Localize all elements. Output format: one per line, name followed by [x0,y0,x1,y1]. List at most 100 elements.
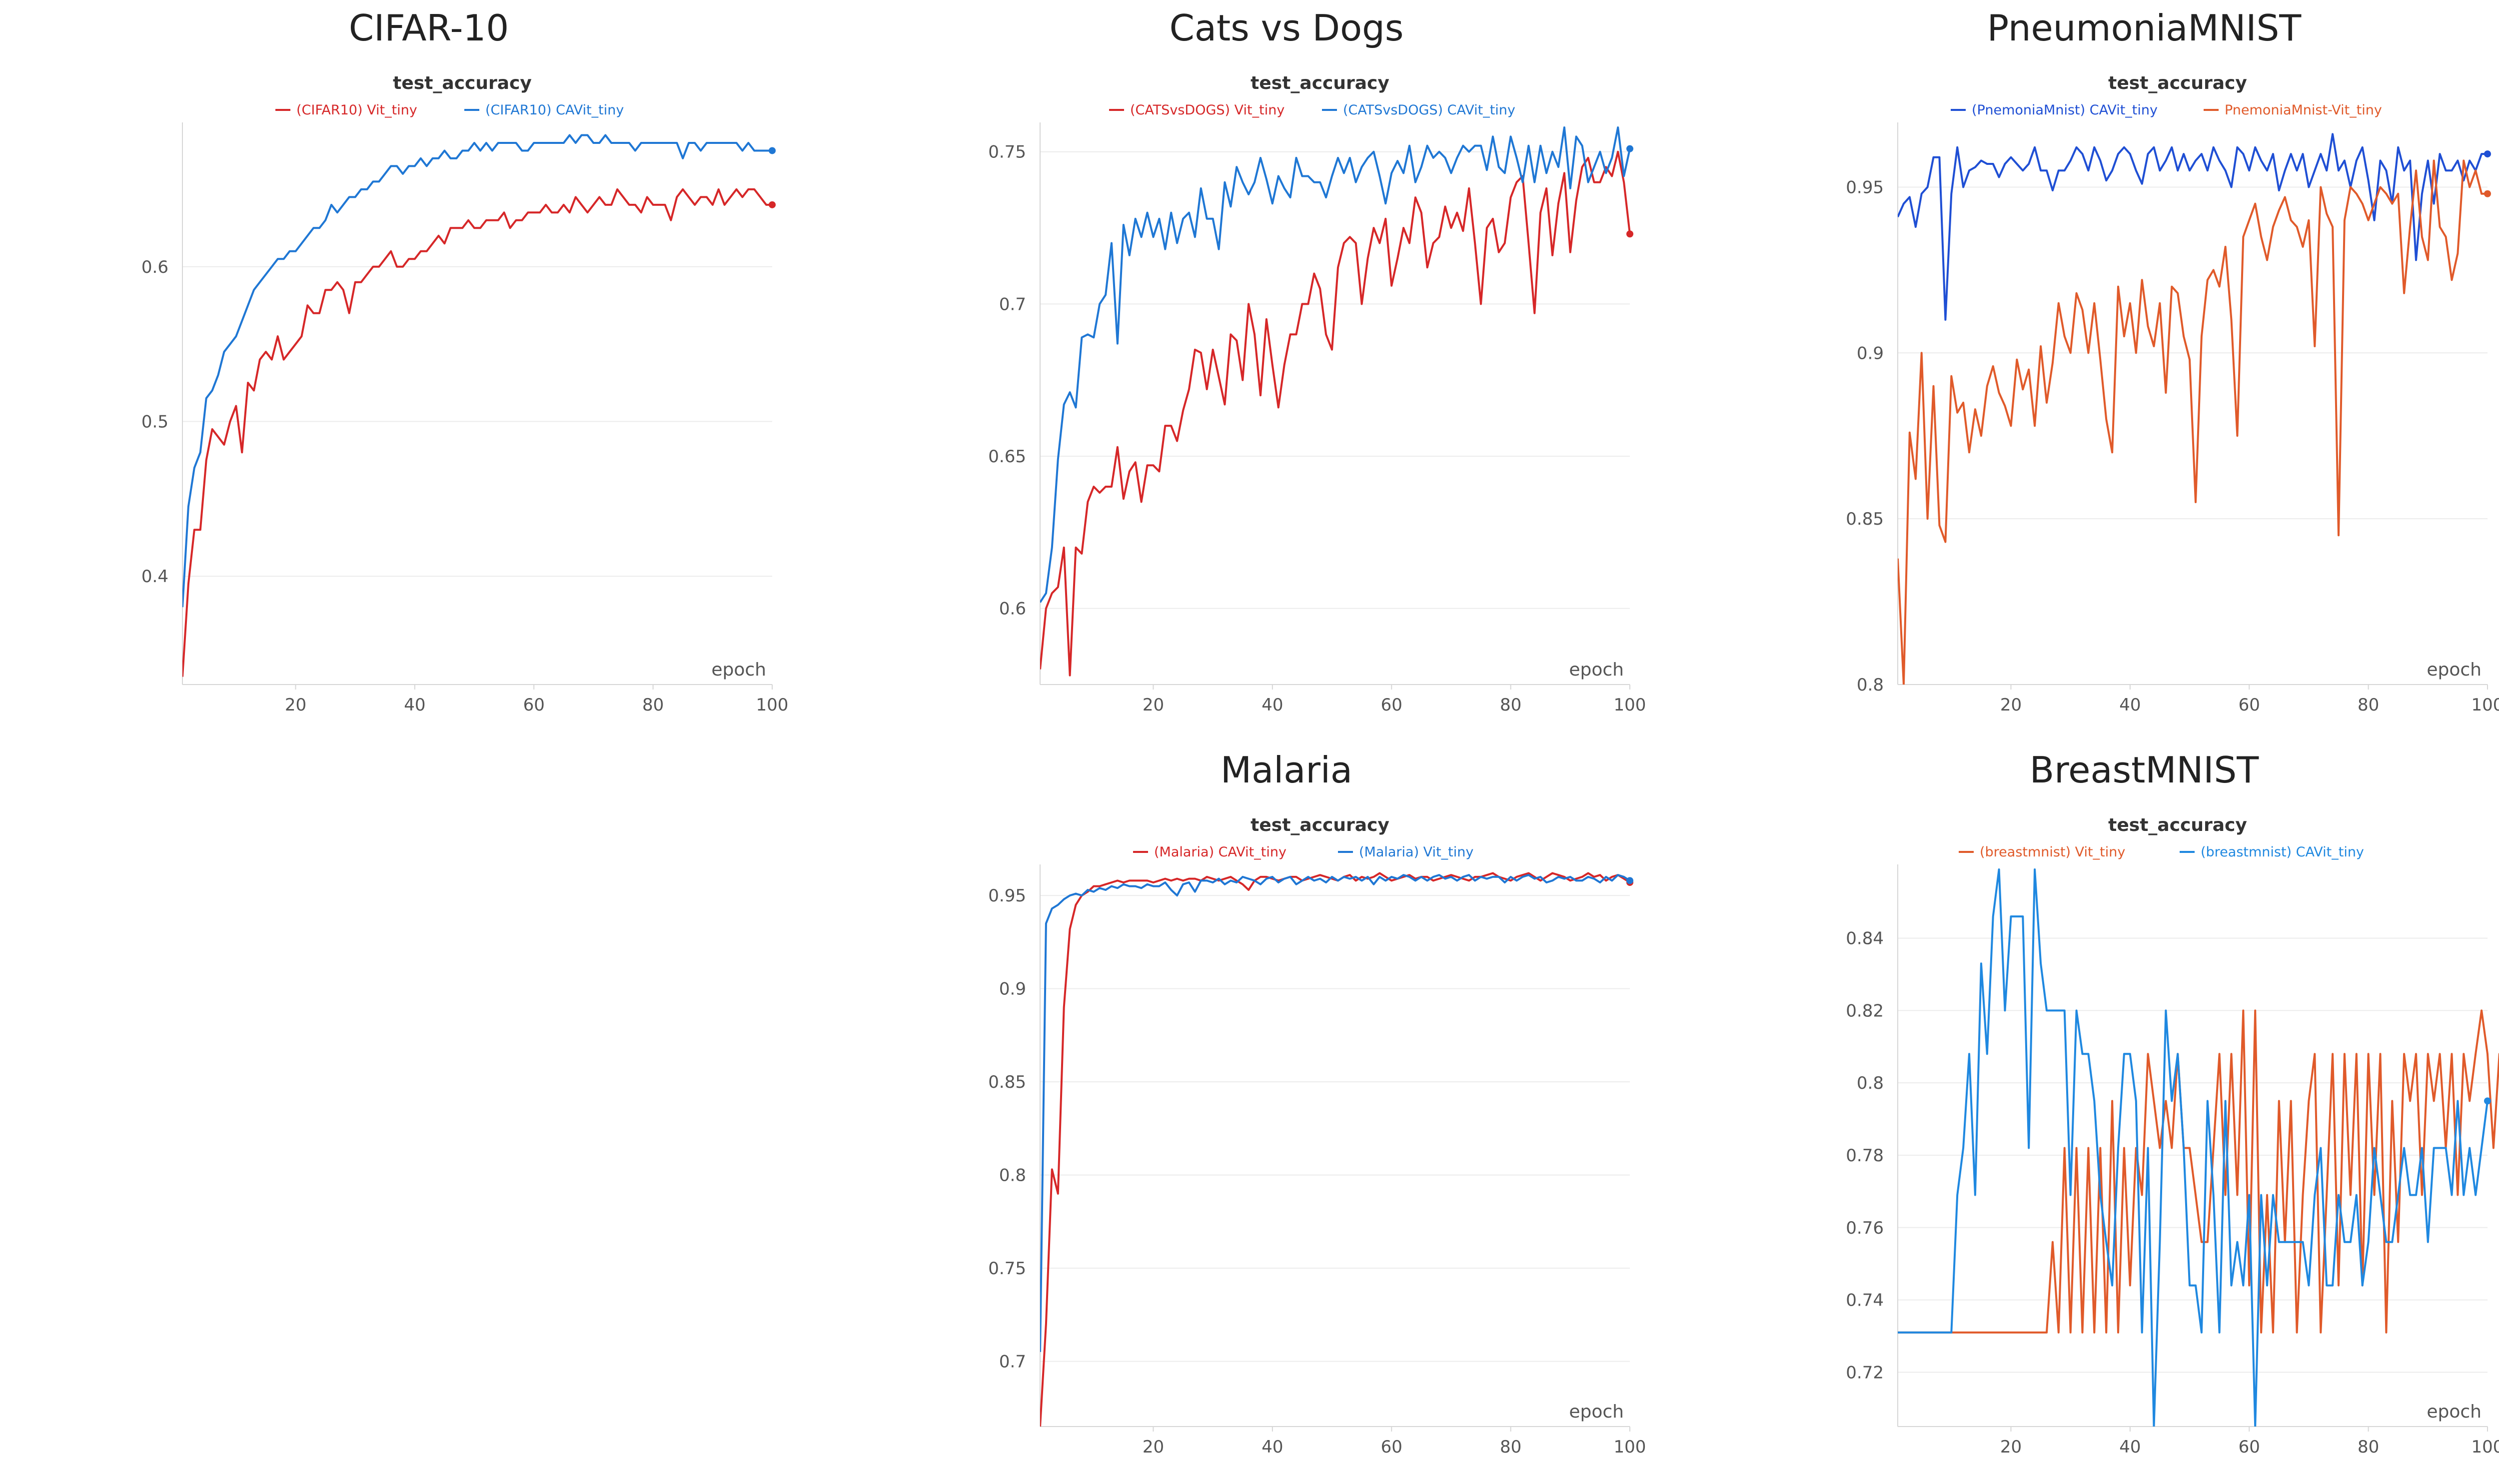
series-endpoint [1626,145,1633,152]
legend-label: (breastmnist) Vit_tiny [1980,844,2125,860]
x-tick-label: 80 [642,695,664,715]
x-tick-label: 80 [1500,695,1521,715]
legend-label: (CATSvsDOGS) Vit_tiny [1130,102,1284,118]
series-endpoint [1626,877,1633,884]
y-tick-label: 0.78 [1846,1146,1884,1166]
x-tick-label: 60 [2239,695,2260,715]
series-line [182,134,772,608]
chart-panel-malaria: Malaria 0.7 0.75 0.8 0.85 0.9 0.95 20 40 60 80 100… [858,742,1715,1484]
x-tick-label: 60 [2239,1437,2260,1457]
y-tick-label: 0.5 [141,412,168,432]
series-endpoint [2484,1097,2491,1105]
x-tick-label: 40 [1261,1437,1283,1457]
x-tick-label: 40 [2119,1437,2141,1457]
x-tick-label: 20 [2000,1437,2022,1457]
panel-title: BreastMNIST [2029,749,2259,791]
y-tick-label: 0.4 [141,567,168,587]
x-axis-label: epoch [2427,1402,2482,1422]
legend: (PnemoniaMnist) CAVit_tiny PnemoniaMnist-… [1951,102,2382,118]
chart-svg: 0.6 0.65 0.7 0.75 20 40 60 80 100 epoch test_accur… [988,73,1646,715]
series-line [1898,159,2488,685]
y-tick-label: 0.85 [988,1072,1026,1092]
y-tick-label: 0.9 [1857,343,1884,363]
legend-label: (Malaria) CAVit_tiny [1154,844,1286,860]
series-endpoint [769,147,776,154]
y-tick-label: 0.8 [1857,675,1884,695]
series-line [1040,150,1631,677]
y-tick-label: 0.84 [1846,929,1884,949]
legend-label: (CATSvsDOGS) CAVit_tiny [1343,102,1515,118]
x-tick-label: 100 [1614,695,1646,715]
chart-title: test_accuracy [2108,815,2247,835]
legend-label: (CIFAR10) Vit_tiny [296,102,417,118]
legend-label: (breastmnist) CAVit_tiny [2201,844,2364,860]
chart-title: test_accuracy [1250,815,1389,835]
x-axis-label: epoch [2427,660,2482,680]
x-tick-label: 40 [2119,695,2141,715]
legend: (CIFAR10) Vit_tiny (CIFAR10) CAVit_tiny [275,102,624,118]
y-tick-label: 0.76 [1846,1218,1884,1238]
y-tick-label: 0.6 [999,599,1026,619]
x-axis-label: epoch [1569,1402,1624,1422]
chart-title: test_accuracy [1250,73,1389,93]
y-tick-label: 0.95 [1846,177,1884,197]
y-tick-label: 0.74 [1846,1291,1884,1311]
x-tick-label: 20 [1143,1437,1164,1457]
x-tick-label: 60 [523,695,545,715]
chart-title: test_accuracy [2108,73,2247,93]
chart-svg: 0.8 0.85 0.9 0.95 20 40 60 80 100 epoch test_accur… [1846,73,2499,715]
x-tick-label: 60 [1381,695,1402,715]
series-line [1040,874,1631,1352]
chart-panel-breastmnist: BreastMNIST 0.72 0.74 0.76 0.78 0.8 0.82 0.84 2… [1715,742,2499,1484]
series-line [1898,868,2489,1427]
series-line [1040,126,1631,603]
legend-label: (PnemoniaMnist) CAVit_tiny [1972,102,2158,118]
legend: (Malaria) CAVit_tiny (Malaria) Vit_tiny [1133,844,1473,860]
legend-label: (CIFAR10) CAVit_tiny [485,102,624,118]
series-line [1040,872,1631,1427]
series-line [182,188,772,677]
y-tick-label: 0.6 [141,257,168,277]
x-axis-label: epoch [711,660,766,680]
x-tick-label: 100 [756,695,789,715]
chart-panel-pneumoniamnist: PneumoniaMNIST 0.8 0.85 0.9 0.95 20 40 60 80 100… [1715,0,2499,742]
series-endpoint [769,201,776,208]
legend: (breastmnist) Vit_tiny (breastmnist) CAVi… [1959,844,2364,860]
x-tick-label: 100 [1614,1437,1646,1457]
x-tick-label: 40 [1261,695,1283,715]
chart-title: test_accuracy [393,73,532,93]
x-tick-label: 80 [1500,1437,1521,1457]
panel-title: Cats vs Dogs [1169,7,1404,49]
y-tick-label: 0.7 [999,294,1026,314]
series-endpoint [2484,190,2491,197]
series-line [1898,133,2488,321]
chart-svg: 0.7 0.75 0.8 0.85 0.9 0.95 20 40 60 80 100 epoch tes… [988,815,1646,1457]
chart-svg: 0.72 0.74 0.76 0.78 0.8 0.82 0.84 20 40 60 80 100 ep… [1846,815,2499,1457]
series-endpoint [1626,230,1633,238]
x-axis-label: epoch [1569,660,1624,680]
chart-panel-cifar10: CIFAR-10 0.4 0.5 0.6 20 40 60 80 100 epoch test_a… [0,0,858,742]
series-endpoint [2484,150,2491,158]
y-tick-label: 0.9 [999,979,1026,999]
y-tick-label: 0.8 [1857,1073,1884,1093]
y-tick-label: 0.95 [988,886,1026,906]
y-tick-label: 0.82 [1846,1001,1884,1021]
x-tick-label: 20 [2000,695,2022,715]
y-tick-label: 0.75 [988,142,1026,162]
y-tick-label: 0.85 [1846,509,1884,529]
y-tick-label: 0.7 [999,1352,1026,1372]
chart-panel-cats-vs-dogs: Cats vs Dogs 0.6 0.65 0.7 0.75 20 40 60 80 100 ep… [858,0,1715,742]
x-tick-label: 80 [2358,695,2379,715]
x-tick-label: 80 [2358,1437,2379,1457]
legend-label: (Malaria) Vit_tiny [1359,844,1473,860]
x-tick-label: 40 [404,695,425,715]
x-tick-label: 100 [2472,1437,2499,1457]
y-tick-label: 0.72 [1846,1363,1884,1383]
y-tick-label: 0.65 [988,447,1026,467]
chart-svg: 0.4 0.5 0.6 20 40 60 80 100 epoch test_accuracy (C… [141,73,789,715]
x-tick-label: 20 [285,695,306,715]
x-tick-label: 20 [1143,695,1164,715]
panel-title: CIFAR-10 [348,7,509,49]
y-tick-label: 0.8 [999,1166,1026,1186]
x-tick-label: 100 [2472,695,2499,715]
